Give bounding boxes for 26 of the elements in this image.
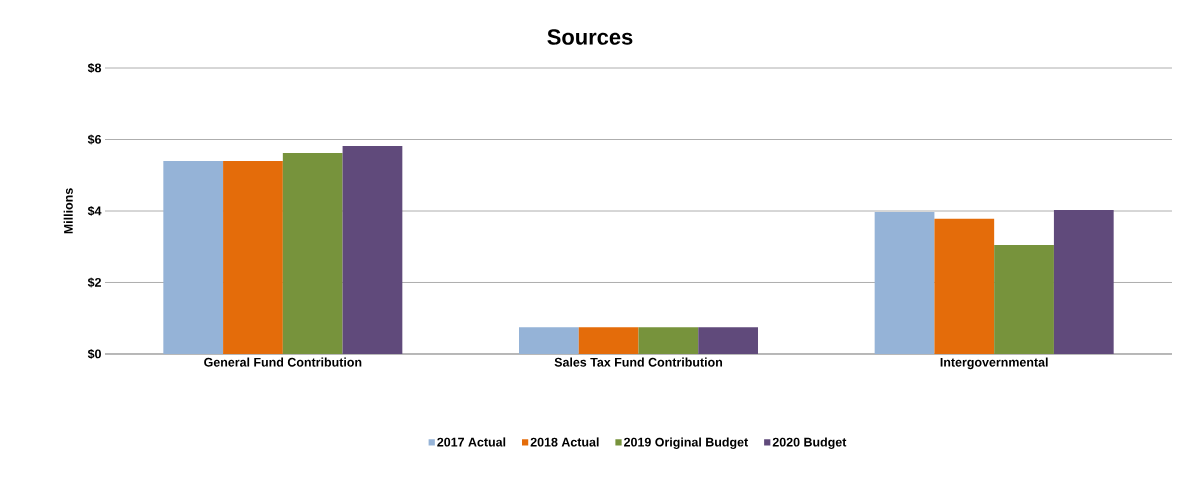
y-tick-label: $4: [87, 205, 102, 217]
bar: [578, 327, 639, 354]
y-axis-title: Millions: [63, 188, 73, 234]
chart-title: Sources: [547, 29, 633, 45]
legend-label: 2017 Actual: [437, 437, 506, 447]
x-tick-label: Sales Tax Fund Contribution: [554, 357, 723, 367]
bar: [223, 160, 283, 354]
legend-label: 2019 Original Budget: [624, 437, 749, 450]
bar: [698, 327, 758, 354]
bar: [934, 218, 995, 354]
bar: [874, 212, 935, 354]
y-tick-label: $2: [87, 277, 101, 288]
x-tick-label: Intergovernmental: [940, 357, 1048, 370]
bar: [519, 327, 579, 354]
bar: [163, 160, 224, 354]
y-tick-label: $6: [87, 134, 102, 145]
legend-label: 2020 Budget: [772, 437, 847, 450]
y-tick-label: $0: [87, 348, 101, 360]
bar: [282, 153, 343, 354]
bar: [342, 145, 403, 354]
bar: [638, 327, 699, 354]
legend-label: 2018 Actual: [530, 437, 599, 447]
x-tick-label: General Fund Contribution: [204, 357, 362, 367]
bar: [994, 244, 1054, 354]
bar: [1053, 209, 1114, 354]
y-tick-label: $8: [87, 62, 102, 74]
